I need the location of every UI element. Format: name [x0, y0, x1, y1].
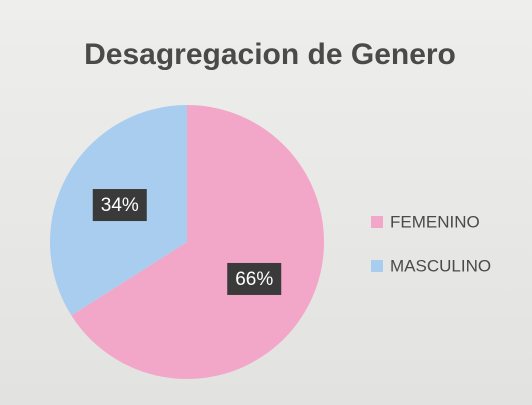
- data-label-box: [92, 189, 147, 222]
- legend-swatch: [371, 216, 383, 228]
- legend-label: MASCULINO: [390, 256, 491, 275]
- data-label: 34%: [101, 195, 139, 216]
- legend-swatch: [371, 260, 383, 272]
- data-label-box: [227, 262, 282, 295]
- pie-slice: [71, 105, 324, 379]
- legend-label: FEMENINO: [390, 212, 480, 231]
- chart-title: Desagregacion de Genero: [84, 38, 456, 71]
- data-label: 66%: [235, 269, 273, 290]
